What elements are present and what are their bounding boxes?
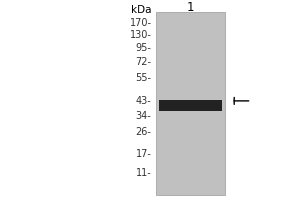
Text: 170-: 170- [130,18,152,28]
Text: 43-: 43- [136,96,152,106]
Text: 95-: 95- [136,43,152,53]
Text: 26-: 26- [136,127,152,137]
Text: 1: 1 [187,1,194,14]
Text: 34-: 34- [136,111,152,121]
Text: 130-: 130- [130,30,152,40]
Bar [159,100,222,111]
Text: 17-: 17- [136,149,152,159]
Bar [156,12,225,195]
Text: kDa: kDa [131,5,152,15]
Text: 11-: 11- [136,168,152,178]
Text: 55-: 55- [136,73,152,83]
Text: 72-: 72- [136,57,152,67]
